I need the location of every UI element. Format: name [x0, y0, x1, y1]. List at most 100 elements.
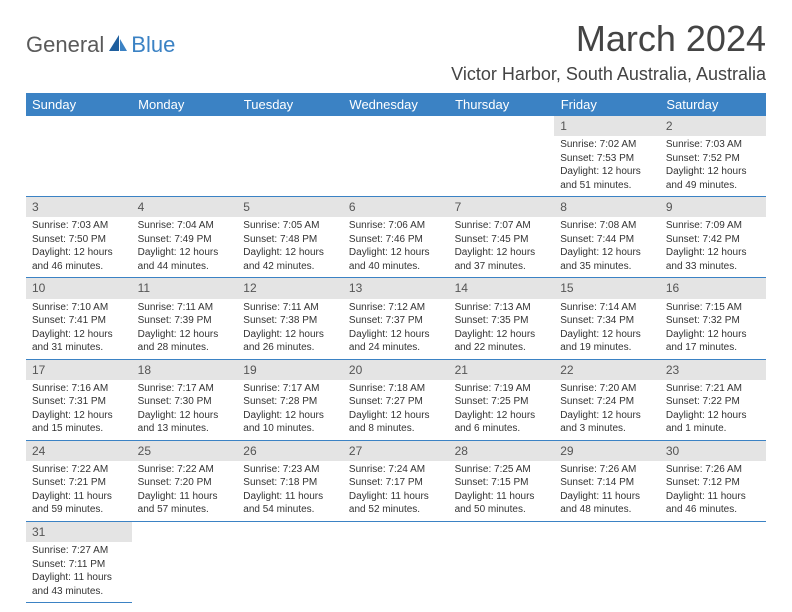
sunrise-text: Sunrise: 7:17 AM: [243, 382, 337, 396]
sunset-text: Sunset: 7:32 PM: [666, 314, 760, 328]
day-details: Sunrise: 7:10 AMSunset: 7:41 PMDaylight:…: [26, 299, 132, 359]
day-number: 29: [554, 441, 660, 461]
day-number: 15: [554, 278, 660, 298]
sunrise-text: Sunrise: 7:11 AM: [138, 301, 232, 315]
calendar-cell: 7Sunrise: 7:07 AMSunset: 7:45 PMDaylight…: [449, 197, 555, 278]
logo: General Blue: [26, 32, 175, 58]
sunrise-text: Sunrise: 7:05 AM: [243, 219, 337, 233]
daylight-text: Daylight: 12 hours and 1 minute.: [666, 409, 760, 436]
calendar-cell: [343, 116, 449, 197]
sunset-text: Sunset: 7:45 PM: [455, 233, 549, 247]
sunset-text: Sunset: 7:35 PM: [455, 314, 549, 328]
logo-text-blue: Blue: [131, 32, 175, 58]
calendar-cell: [26, 116, 132, 197]
sunrise-text: Sunrise: 7:03 AM: [666, 138, 760, 152]
calendar-cell: 11Sunrise: 7:11 AMSunset: 7:39 PMDayligh…: [132, 278, 238, 359]
calendar-cell: 13Sunrise: 7:12 AMSunset: 7:37 PMDayligh…: [343, 278, 449, 359]
day-details: Sunrise: 7:19 AMSunset: 7:25 PMDaylight:…: [449, 380, 555, 440]
sunset-text: Sunset: 7:15 PM: [455, 476, 549, 490]
sunset-text: Sunset: 7:24 PM: [560, 395, 654, 409]
sunset-text: Sunset: 7:20 PM: [138, 476, 232, 490]
calendar-cell: [449, 521, 555, 602]
daylight-text: Daylight: 11 hours and 48 minutes.: [560, 490, 654, 517]
day-details: Sunrise: 7:22 AMSunset: 7:21 PMDaylight:…: [26, 461, 132, 521]
calendar-cell: 28Sunrise: 7:25 AMSunset: 7:15 PMDayligh…: [449, 440, 555, 521]
day-number: 7: [449, 197, 555, 217]
weekday-sunday: Sunday: [26, 93, 132, 116]
calendar-cell: 26Sunrise: 7:23 AMSunset: 7:18 PMDayligh…: [237, 440, 343, 521]
daylight-text: Daylight: 12 hours and 44 minutes.: [138, 246, 232, 273]
calendar-cell: [660, 521, 766, 602]
calendar-row: 24Sunrise: 7:22 AMSunset: 7:21 PMDayligh…: [26, 440, 766, 521]
weekday-tuesday: Tuesday: [237, 93, 343, 116]
daylight-text: Daylight: 12 hours and 13 minutes.: [138, 409, 232, 436]
weekday-monday: Monday: [132, 93, 238, 116]
calendar-cell: [237, 116, 343, 197]
day-number: 30: [660, 441, 766, 461]
day-details: Sunrise: 7:14 AMSunset: 7:34 PMDaylight:…: [554, 299, 660, 359]
day-details: Sunrise: 7:08 AMSunset: 7:44 PMDaylight:…: [554, 217, 660, 277]
sunrise-text: Sunrise: 7:11 AM: [243, 301, 337, 315]
day-details: Sunrise: 7:11 AMSunset: 7:38 PMDaylight:…: [237, 299, 343, 359]
day-number: 14: [449, 278, 555, 298]
sunset-text: Sunset: 7:12 PM: [666, 476, 760, 490]
sunset-text: Sunset: 7:21 PM: [32, 476, 126, 490]
day-number: 10: [26, 278, 132, 298]
sunrise-text: Sunrise: 7:22 AM: [138, 463, 232, 477]
day-number: 22: [554, 360, 660, 380]
calendar-cell: 2Sunrise: 7:03 AMSunset: 7:52 PMDaylight…: [660, 116, 766, 197]
sunset-text: Sunset: 7:22 PM: [666, 395, 760, 409]
daylight-text: Daylight: 12 hours and 35 minutes.: [560, 246, 654, 273]
location-text: Victor Harbor, South Australia, Australi…: [451, 64, 766, 85]
calendar-cell: 10Sunrise: 7:10 AMSunset: 7:41 PMDayligh…: [26, 278, 132, 359]
sunset-text: Sunset: 7:14 PM: [560, 476, 654, 490]
sunrise-text: Sunrise: 7:26 AM: [560, 463, 654, 477]
day-details: Sunrise: 7:15 AMSunset: 7:32 PMDaylight:…: [660, 299, 766, 359]
day-number: 26: [237, 441, 343, 461]
daylight-text: Daylight: 12 hours and 19 minutes.: [560, 328, 654, 355]
title-block: March 2024 Victor Harbor, South Australi…: [451, 18, 766, 85]
daylight-text: Daylight: 11 hours and 54 minutes.: [243, 490, 337, 517]
calendar-cell: 15Sunrise: 7:14 AMSunset: 7:34 PMDayligh…: [554, 278, 660, 359]
daylight-text: Daylight: 12 hours and 17 minutes.: [666, 328, 760, 355]
sunset-text: Sunset: 7:27 PM: [349, 395, 443, 409]
sunrise-text: Sunrise: 7:21 AM: [666, 382, 760, 396]
sunrise-text: Sunrise: 7:13 AM: [455, 301, 549, 315]
sunrise-text: Sunrise: 7:15 AM: [666, 301, 760, 315]
calendar-cell: 12Sunrise: 7:11 AMSunset: 7:38 PMDayligh…: [237, 278, 343, 359]
weekday-header-row: Sunday Monday Tuesday Wednesday Thursday…: [26, 93, 766, 116]
day-number: 13: [343, 278, 449, 298]
sunset-text: Sunset: 7:50 PM: [32, 233, 126, 247]
sunset-text: Sunset: 7:52 PM: [666, 152, 760, 166]
calendar-cell: 25Sunrise: 7:22 AMSunset: 7:20 PMDayligh…: [132, 440, 238, 521]
day-number: 27: [343, 441, 449, 461]
calendar-cell: 4Sunrise: 7:04 AMSunset: 7:49 PMDaylight…: [132, 197, 238, 278]
daylight-text: Daylight: 12 hours and 3 minutes.: [560, 409, 654, 436]
day-details: Sunrise: 7:02 AMSunset: 7:53 PMDaylight:…: [554, 136, 660, 196]
calendar-cell: 16Sunrise: 7:15 AMSunset: 7:32 PMDayligh…: [660, 278, 766, 359]
day-number: 6: [343, 197, 449, 217]
day-number: 25: [132, 441, 238, 461]
day-number: 24: [26, 441, 132, 461]
month-title: March 2024: [451, 18, 766, 60]
daylight-text: Daylight: 11 hours and 43 minutes.: [32, 571, 126, 598]
sunset-text: Sunset: 7:11 PM: [32, 558, 126, 572]
day-details: Sunrise: 7:04 AMSunset: 7:49 PMDaylight:…: [132, 217, 238, 277]
day-number: 19: [237, 360, 343, 380]
sunrise-text: Sunrise: 7:14 AM: [560, 301, 654, 315]
daylight-text: Daylight: 12 hours and 42 minutes.: [243, 246, 337, 273]
day-details: Sunrise: 7:03 AMSunset: 7:50 PMDaylight:…: [26, 217, 132, 277]
sunrise-text: Sunrise: 7:09 AM: [666, 219, 760, 233]
day-number: 17: [26, 360, 132, 380]
calendar-cell: 8Sunrise: 7:08 AMSunset: 7:44 PMDaylight…: [554, 197, 660, 278]
daylight-text: Daylight: 12 hours and 40 minutes.: [349, 246, 443, 273]
calendar-cell: 19Sunrise: 7:17 AMSunset: 7:28 PMDayligh…: [237, 359, 343, 440]
calendar-cell: [237, 521, 343, 602]
day-details: Sunrise: 7:26 AMSunset: 7:14 PMDaylight:…: [554, 461, 660, 521]
calendar-row: 31Sunrise: 7:27 AMSunset: 7:11 PMDayligh…: [26, 521, 766, 602]
day-details: Sunrise: 7:07 AMSunset: 7:45 PMDaylight:…: [449, 217, 555, 277]
sunset-text: Sunset: 7:46 PM: [349, 233, 443, 247]
calendar-cell: [343, 521, 449, 602]
calendar-cell: 27Sunrise: 7:24 AMSunset: 7:17 PMDayligh…: [343, 440, 449, 521]
day-details: Sunrise: 7:20 AMSunset: 7:24 PMDaylight:…: [554, 380, 660, 440]
